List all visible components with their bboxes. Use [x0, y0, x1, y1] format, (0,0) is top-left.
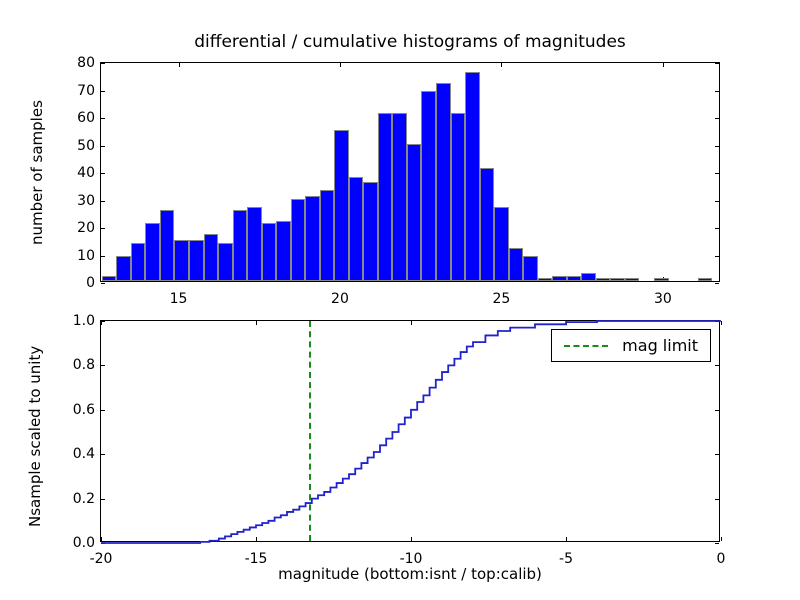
bottom-ytick-label: 0.8 [31, 357, 101, 373]
bottom-xtick-mark [721, 537, 722, 541]
histogram-bar [523, 256, 538, 281]
top-ytick-label: 40 [31, 165, 101, 181]
top-ytick-mark-right [715, 146, 719, 147]
legend-line-swatch [564, 345, 608, 347]
histogram-bar [247, 207, 262, 281]
top-ytick-mark [101, 173, 105, 174]
histogram-bar [131, 243, 146, 282]
bottom-ytick-label: 0.4 [31, 446, 101, 462]
top-ytick-mark [101, 118, 105, 119]
histogram-bar [610, 278, 625, 281]
histogram-bar [596, 278, 611, 281]
top-ytick-label: 60 [31, 110, 101, 126]
histogram-bar [349, 177, 364, 282]
bottom-panel-xlabel: magnitude (bottom:isnt / top:calib) [100, 565, 720, 583]
top-ytick-mark [101, 146, 105, 147]
figure-title: differential / cumulative histograms of … [100, 32, 720, 52]
legend: mag limit [551, 329, 711, 362]
top-xtick-mark-top [501, 63, 502, 67]
top-ytick-mark [101, 91, 105, 92]
histogram-bar [291, 199, 306, 282]
histogram-bar [421, 91, 436, 281]
top-ytick-mark-right [715, 228, 719, 229]
histogram-bar [480, 168, 495, 281]
top-ytick-mark [101, 63, 105, 64]
histogram-bar [174, 240, 189, 281]
histogram-bar [378, 113, 393, 281]
top-ytick-label: 0 [31, 275, 101, 291]
histogram-bar [625, 278, 640, 281]
bottom-panel-axes: 0.00.20.40.60.81.0 -20-15-10-50 mag limi… [100, 320, 720, 542]
histogram-bar [160, 210, 175, 282]
histogram-bar [262, 223, 277, 281]
histogram-bar [654, 278, 669, 281]
bottom-xtick-mark-top [721, 321, 722, 325]
histogram-bar [218, 243, 233, 282]
top-ytick-mark [101, 283, 105, 284]
top-ytick-mark [101, 201, 105, 202]
bottom-ytick-label: 1.0 [31, 313, 101, 329]
top-ytick-mark-right [715, 118, 719, 119]
histogram-bar [116, 256, 131, 281]
histogram-bar [363, 182, 378, 281]
histogram-bar [320, 190, 335, 281]
histogram-bar [189, 240, 204, 281]
histogram-bar [451, 113, 466, 281]
histogram-bar [509, 248, 524, 281]
histogram-bar [465, 72, 480, 281]
top-xtick-label: 20 [331, 291, 349, 307]
top-ytick-label: 30 [31, 193, 101, 209]
top-ytick-label: 10 [31, 248, 101, 264]
histogram-bar [698, 278, 713, 281]
top-ytick-mark-right [715, 63, 719, 64]
bottom-ytick-label: 0.2 [31, 491, 101, 507]
histogram-bar [538, 278, 553, 281]
top-ytick-mark-right [715, 256, 719, 257]
top-ytick-mark-right [715, 283, 719, 284]
top-ytick-label: 50 [31, 138, 101, 154]
top-ytick-mark [101, 228, 105, 229]
top-xtick-label: 15 [170, 291, 188, 307]
top-xtick-mark-top [340, 63, 341, 67]
histogram-bar [305, 196, 320, 281]
top-xtick-label: 25 [492, 291, 510, 307]
bottom-ytick-label: 0.6 [31, 402, 101, 418]
histogram-bar [581, 273, 596, 281]
histogram-bar [276, 221, 291, 282]
top-ytick-label: 20 [31, 220, 101, 236]
histogram-bar [407, 144, 422, 282]
top-ytick-mark-right [715, 91, 719, 92]
histogram-bar [494, 207, 509, 281]
top-ytick-mark-right [715, 201, 719, 202]
bottom-ytick-label: 0.0 [31, 535, 101, 551]
top-xtick-mark-top [179, 63, 180, 67]
histogram-bar [436, 83, 451, 281]
top-panel-axes: 01020304050607080 15202530 [100, 62, 720, 282]
histogram-bar [567, 276, 582, 282]
histogram-bar [552, 276, 567, 282]
histogram-bar [145, 223, 160, 281]
figure-canvas: differential / cumulative histograms of … [0, 0, 800, 600]
top-xtick-label: 30 [654, 291, 672, 307]
histogram-bar [334, 130, 349, 281]
top-ytick-label: 70 [31, 83, 101, 99]
histogram-bar [392, 113, 407, 281]
mag-limit-vline [309, 321, 311, 541]
top-ytick-mark-right [715, 173, 719, 174]
top-ytick-mark [101, 256, 105, 257]
histogram-bar [102, 276, 117, 282]
histogram-bar [233, 210, 248, 282]
top-xtick-mark-top [663, 63, 664, 67]
legend-label-mag-limit: mag limit [622, 336, 698, 355]
bottom-ytick-mark-right [715, 543, 719, 544]
top-ytick-label: 80 [31, 55, 101, 71]
histogram-bar [204, 234, 219, 281]
